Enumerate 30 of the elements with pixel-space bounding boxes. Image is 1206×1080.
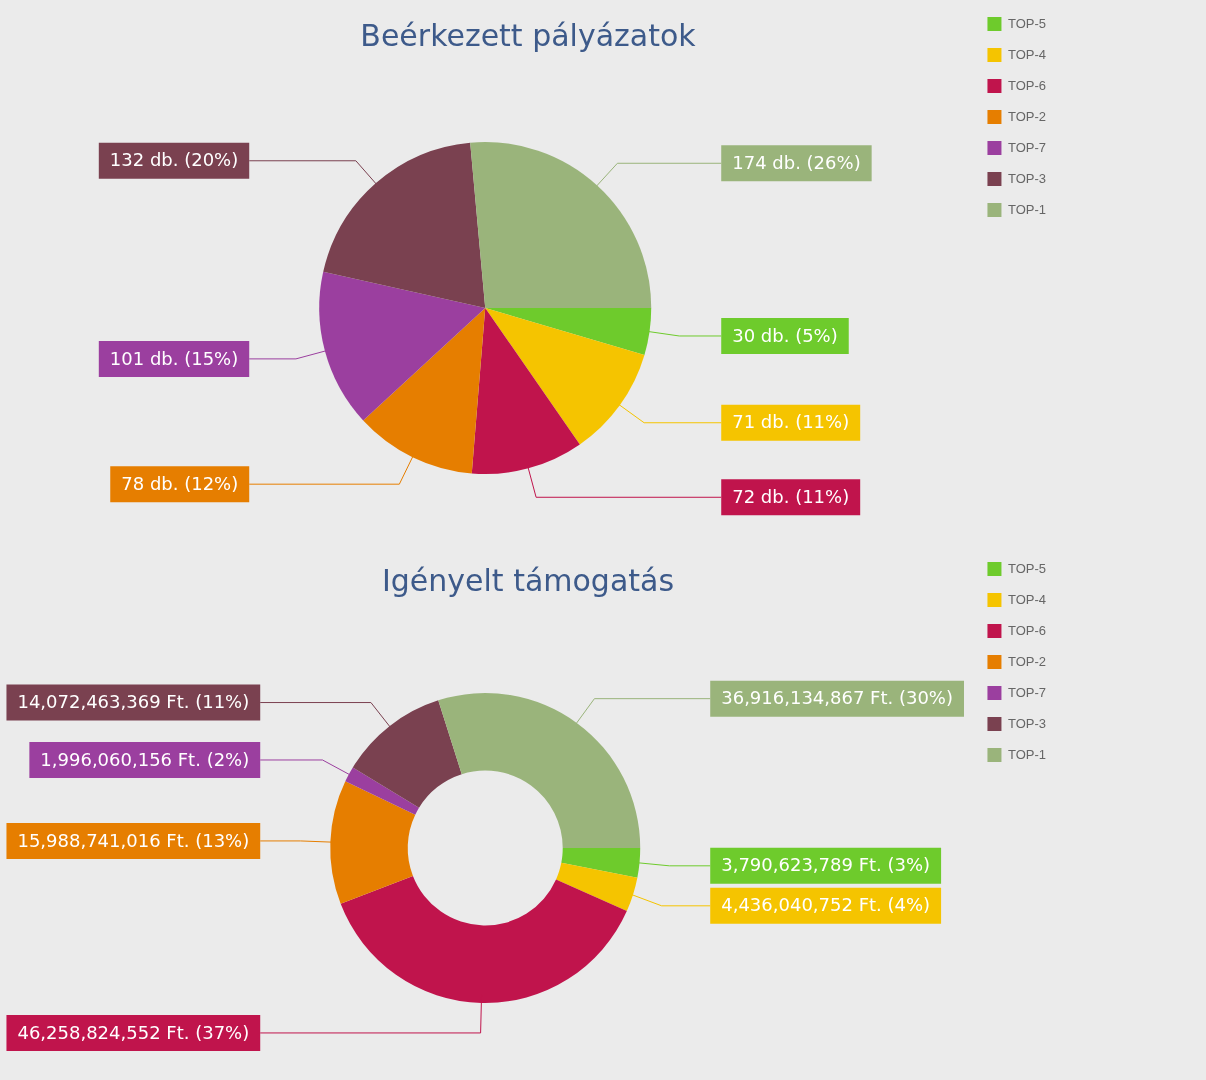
legend-label: TOP-2 bbox=[1007, 108, 1047, 124]
legend-label: TOP-5 bbox=[1007, 15, 1047, 31]
legend-label: TOP-6 bbox=[1007, 622, 1047, 638]
data-label: 1,996,060,156 Ft. (2%) bbox=[40, 748, 250, 770]
legend-label: TOP-6 bbox=[1007, 77, 1047, 93]
legend-label: TOP-3 bbox=[1007, 715, 1047, 731]
data-label: 101 db. (15%) bbox=[109, 347, 239, 369]
data-label: 3,790,623,789 Ft. (3%) bbox=[721, 854, 931, 876]
chart-title: Beérkezett pályázatok bbox=[360, 17, 697, 53]
data-label: 72 db. (11%) bbox=[732, 485, 850, 507]
legend-label: TOP-4 bbox=[1007, 46, 1047, 62]
data-label: 71 db. (11%) bbox=[732, 411, 850, 433]
legend-label: TOP-2 bbox=[1007, 653, 1047, 669]
data-label: 30 db. (5%) bbox=[732, 324, 838, 346]
data-label: 36,916,134,867 Ft. (30%) bbox=[721, 687, 954, 709]
chart-title: Igényelt támogatás bbox=[381, 562, 675, 598]
legend-label: TOP-1 bbox=[1007, 201, 1047, 217]
data-label: 15,988,741,016 Ft. (13%) bbox=[17, 829, 250, 851]
data-label: 132 db. (20%) bbox=[109, 149, 239, 171]
data-label: 78 db. (12%) bbox=[121, 472, 239, 494]
legend-label: TOP-3 bbox=[1007, 170, 1047, 186]
data-label: 46,258,824,552 Ft. (37%) bbox=[17, 1021, 250, 1043]
legend-label: TOP-4 bbox=[1007, 591, 1047, 607]
legend-label: TOP-7 bbox=[1007, 684, 1047, 700]
data-label: 174 db. (26%) bbox=[732, 151, 861, 173]
data-label: 14,072,463,369 Ft. (11%) bbox=[17, 691, 250, 713]
legend-label: TOP-7 bbox=[1007, 139, 1047, 155]
legend-label: TOP-5 bbox=[1007, 560, 1047, 576]
legend-label: TOP-1 bbox=[1007, 746, 1047, 762]
data-label: 4,436,040,752 Ft. (4%) bbox=[721, 894, 931, 916]
